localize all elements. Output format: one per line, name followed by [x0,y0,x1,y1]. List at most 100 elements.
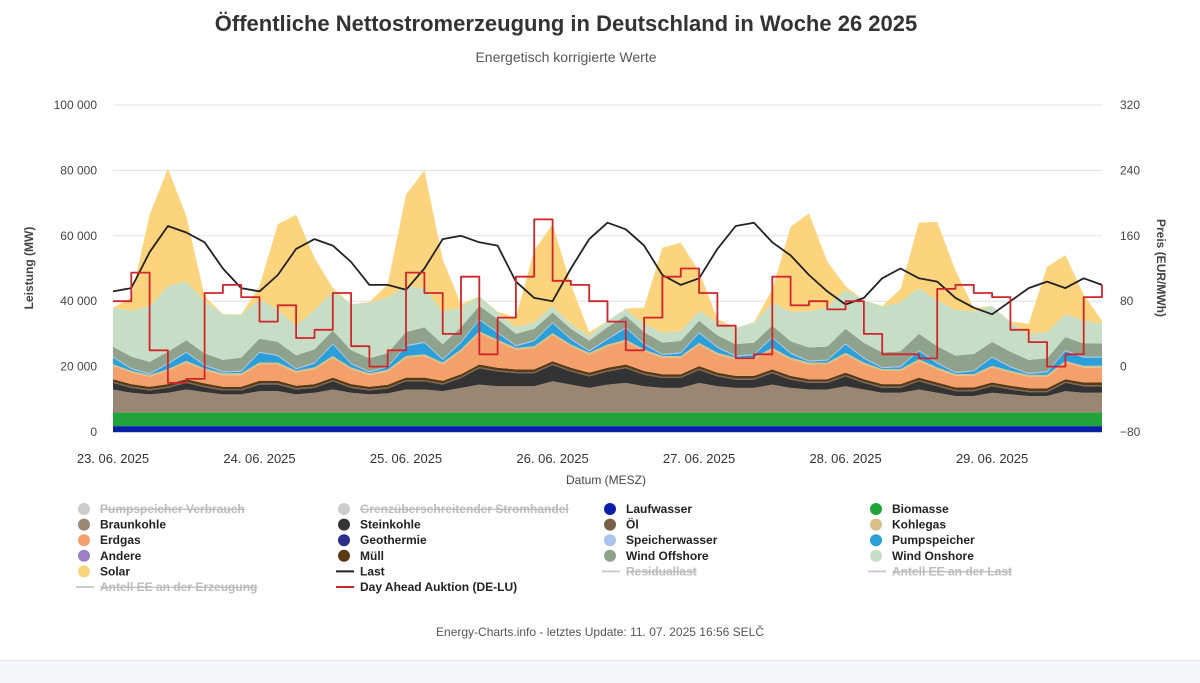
legend-label: Braunkohle [100,518,166,532]
legend-label: Müll [360,549,384,563]
legend-label: Biomasse [892,502,949,516]
y-tick-label: 0 [90,425,97,439]
legend-symbol [604,503,616,515]
area-solar [113,168,1102,336]
line-day-ahead-auktion-de-lu- [113,218,1103,384]
legend-item[interactable]: Solar [78,564,130,578]
y-axis-right: −80 0 80 160 240 320 [1120,98,1141,439]
legend-item[interactable]: Wind Offshore [604,549,709,563]
legend-symbol [870,503,882,515]
area-laufwasser [113,426,1102,432]
legend-label: Öl [626,517,639,532]
legend: Pumpspeicher Verbrauch Grenzüberschreiten… [76,502,1012,594]
legend-label: Geothermie [360,533,427,547]
y2-axis-title: Preis (EUR/MWh) [1154,219,1168,317]
y-axis-left: 0 20 000 40 000 60 000 80 000 100 000 [54,98,98,439]
y2-tick-label: 160 [1120,229,1140,243]
x-tick-label: 24. 06. 2025 [223,451,295,466]
x-tick-label: 23. 06. 2025 [77,451,149,466]
legend-label: Grenzüberschreitender Stromhandel [360,502,569,516]
y2-tick-label: 320 [1120,98,1140,112]
legend-label: Speicherwasser [626,533,718,547]
legend-item[interactable]: Biomasse [870,502,949,516]
stacked-areas [113,168,1102,432]
legend-item[interactable]: Wind Onshore [870,549,974,563]
legend-item[interactable]: Laufwasser [604,502,692,516]
legend-label: Antell EE an der Erzeugung [100,580,257,594]
x-tick-label: 26. 06. 2025 [516,451,588,466]
area-braunkohle [113,381,1102,413]
legend-label: Day Ahead Auktion (DE-LU) [360,580,517,594]
legend-label: Residuallast [626,564,697,578]
legend-item[interactable]: Kohlegas [870,518,946,532]
legend-item[interactable]: Pumpspeicher Verbrauch [78,502,245,516]
y-tick-label: 60 000 [60,229,97,243]
legend-symbol [78,549,90,562]
legend-symbol [604,518,616,531]
legend-symbol [870,549,882,562]
x-axis-title: Datum (MESZ) [566,473,646,487]
legend-label: Steinkohle [360,518,421,532]
legend-label: Antell EE an der Last [892,564,1012,578]
legend-label: Pumpspeicher [892,533,975,547]
legend-label: Laufwasser [626,502,692,516]
chart: Öffentliche Nettostromerzeugung in Deuts… [22,11,1168,639]
legend-label: Wind Onshore [892,549,974,563]
legend-item[interactable]: Residuallast [602,564,697,578]
footer-bar [0,660,1200,683]
legend-label: Wind Offshore [626,549,709,563]
legend-symbol [78,518,90,531]
legend-item[interactable]: Andere [78,549,142,563]
y2-tick-label: 240 [1120,163,1140,177]
area-steinkohle [113,365,1102,396]
legend-item[interactable]: Steinkohle [338,518,421,532]
legend-item[interactable]: Speicherwasser [604,533,718,547]
legend-label: Andere [100,549,142,563]
line-last [112,221,1103,316]
chart-title: Öffentliche Nettostromerzeugung in Deuts… [215,11,918,36]
y-axis-title: Leistung (MW) [22,227,36,310]
legend-label: Kohlegas [892,518,946,532]
legend-symbol [78,565,90,578]
legend-item[interactable]: Antell EE an der Erzeugung [76,580,257,594]
legend-item[interactable]: Pumpspeicher [870,533,975,547]
legend-item[interactable]: Grenzüberschreitender Stromhandel [338,502,569,516]
y-tick-label: 20 000 [60,360,97,374]
x-tick-label: 27. 06. 2025 [663,451,735,466]
area-erdgas [113,333,1102,389]
x-tick-label: 28. 06. 2025 [809,451,881,466]
x-axis: 23. 06. 2025 24. 06. 2025 25. 06. 2025 26. … [77,451,1028,466]
x-tick-label: 29. 06. 2025 [956,451,1028,466]
legend-item[interactable]: Last [336,564,385,578]
legend-item[interactable]: Day Ahead Auktion (DE-LU) [336,580,517,594]
legend-item[interactable]: Braunkohle [78,518,166,532]
series-lines [112,218,1103,384]
y-tick-label: 80 000 [60,163,97,177]
legend-symbol [338,534,350,547]
area-wind-offshore [113,305,1102,374]
area-biomasse [113,412,1102,427]
legend-symbol [78,534,90,547]
area-pumpspeicher [113,320,1102,375]
legend-label: Pumpspeicher Verbrauch [100,502,245,516]
y2-tick-label: 0 [1120,360,1127,374]
y-tick-label: 40 000 [60,294,97,308]
legend-item[interactable]: Antell EE an der Last [868,564,1012,578]
legend-item[interactable]: Müll [338,549,384,563]
legend-label: Erdgas [100,533,141,547]
legend-label: Solar [100,564,130,578]
legend-symbol [870,518,882,531]
x-tick-label: 25. 06. 2025 [370,451,442,466]
legend-item[interactable]: Öl [604,517,639,532]
legend-symbol [78,503,90,515]
legend-symbol [870,534,882,547]
credit-text: Energy-Charts.info - letztes Update: 11.… [436,624,764,639]
legend-item[interactable]: Geothermie [338,533,427,547]
legend-symbol [338,549,350,562]
legend-label: Last [360,564,385,578]
y2-tick-label: 80 [1120,294,1134,308]
legend-symbol [604,534,616,547]
area-kohlegas [113,331,1102,377]
legend-item[interactable]: Erdgas [78,533,141,547]
legend-symbol [338,503,350,515]
